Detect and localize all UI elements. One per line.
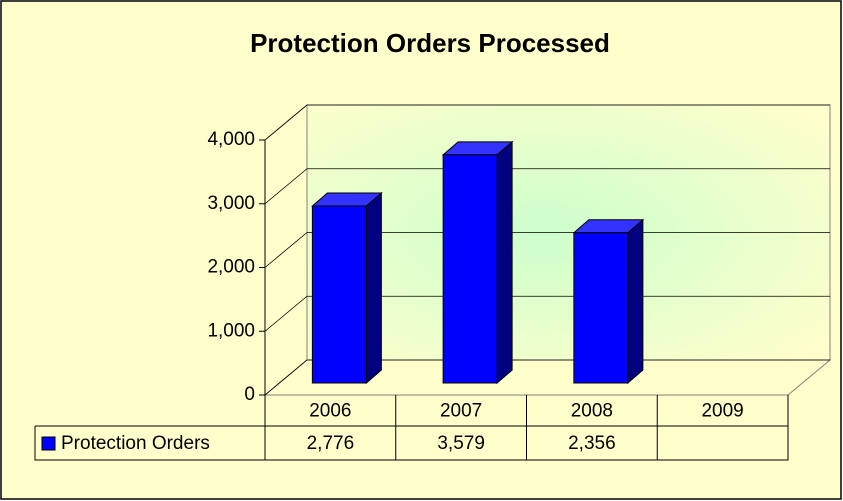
bar-side (496, 140, 513, 385)
legend-swatch (41, 436, 56, 451)
bar (573, 232, 629, 384)
bar (311, 205, 367, 384)
y-tick-label: 4,000 (207, 129, 255, 150)
table-value: 2,356 (568, 433, 616, 454)
grid-line (264, 295, 830, 332)
table-grid (34, 395, 789, 461)
grid-line (264, 104, 830, 141)
y-tick-label: 2,000 (207, 257, 255, 278)
y-tick-label: 3,000 (207, 193, 255, 214)
legend-label: Protection Orders (61, 433, 210, 454)
grid-line (264, 168, 830, 205)
bar-side (365, 191, 382, 385)
bar (442, 154, 498, 384)
x-tick-label: 2008 (571, 401, 613, 422)
table-value: 2,776 (307, 433, 355, 454)
y-tick-label: 1,000 (207, 320, 255, 341)
table-value: 3,579 (437, 433, 485, 454)
x-tick-label: 2009 (701, 401, 743, 422)
y-tick-label: 0 (244, 384, 255, 405)
grid-line (264, 359, 830, 396)
grid-line (264, 232, 830, 268)
x-tick-label: 2007 (440, 401, 482, 422)
x-tick-label: 2006 (309, 401, 351, 422)
bar-side (627, 218, 644, 385)
chart-title: Protection Orders Processed (250, 28, 610, 58)
